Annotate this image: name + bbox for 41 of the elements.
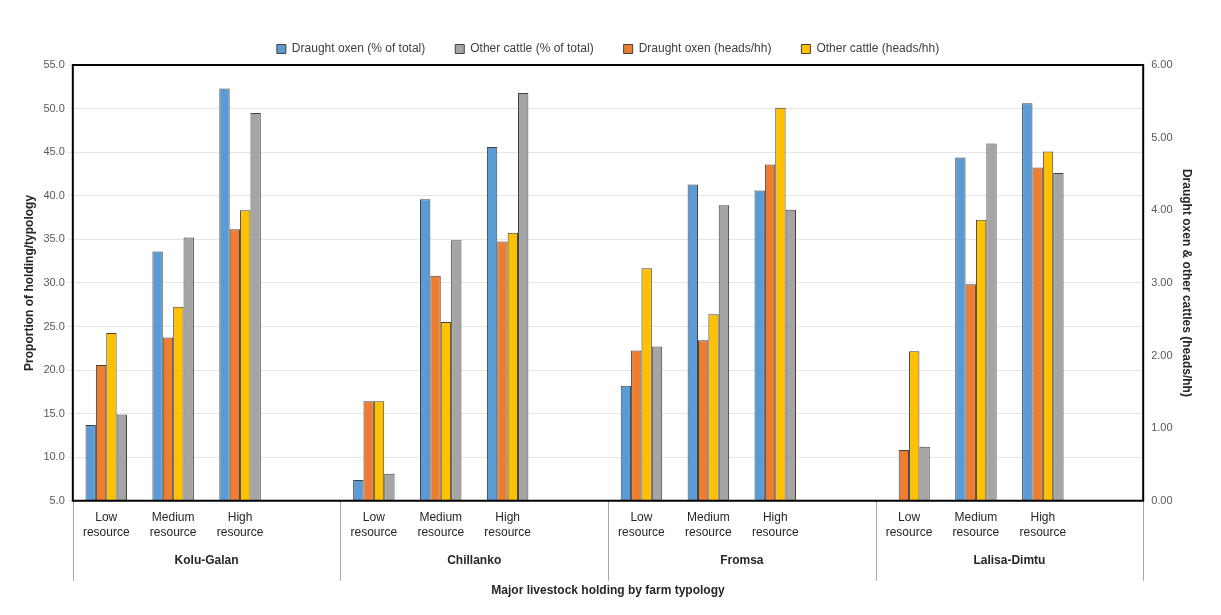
y-tick-label: 45.0: [43, 145, 65, 158]
legend-label: Other cattle (% of total): [470, 41, 594, 56]
y-axis-title: Proportion of holding/typology: [21, 194, 36, 371]
y-tick-label: 25.0: [43, 319, 65, 332]
y-tick-label: 30.0: [43, 275, 65, 288]
y2-axis-title: Draught oxen & other cattles (heads/hh): [1180, 168, 1195, 397]
legend-label: Other cattle (heads/hh): [816, 41, 940, 56]
y-tick-label: 50.0: [43, 101, 65, 114]
x-tick-label: High resource: [1019, 510, 1067, 539]
legend-label: Draught oxen (% of total): [291, 41, 426, 56]
x-tick-label: Medium resource: [685, 510, 733, 539]
x-tick-label: Medium resource: [417, 510, 465, 539]
x-tick-label: Medium resource: [149, 510, 197, 539]
y-tick-label: 15.0: [43, 406, 65, 419]
y2-tick-label: 4.00: [1151, 203, 1173, 216]
x-axis-title: Major livestock holding by farm typology: [491, 583, 726, 598]
y2-tick-label: 5.00: [1151, 130, 1173, 143]
x-tick-label: High resource: [751, 510, 799, 539]
y-tick-label: 40.0: [43, 188, 65, 201]
x-tick-label: Low resource: [82, 510, 130, 539]
y2-tick-label: 1.00: [1151, 421, 1173, 434]
x-tick-label: Low resource: [618, 510, 666, 539]
text: Kolu-Galan: [174, 553, 239, 568]
text: Lalisa-Dimtu: [973, 553, 1046, 568]
text: Chillanko: [447, 553, 502, 568]
x-tick-label: Medium resource: [952, 510, 1000, 539]
x-tick-label: High resource: [484, 510, 532, 539]
y-tick-label: 35.0: [43, 232, 65, 245]
y-tick-label: 20.0: [43, 363, 65, 376]
x-tick-label: Low resource: [885, 510, 933, 539]
y-tick-label: 5.0: [49, 493, 65, 506]
y2-tick-label: 2.00: [1151, 348, 1173, 361]
y2-tick-label: 6.00: [1151, 58, 1173, 71]
y-tick-label: 55.0: [43, 58, 65, 71]
y2-tick-label: 0.00: [1151, 493, 1173, 506]
y2-tick-label: 3.00: [1151, 275, 1173, 288]
x-tick-label: High resource: [216, 510, 264, 539]
legend-label: Draught oxen (heads/hh): [638, 41, 772, 56]
y-tick-label: 10.0: [43, 450, 65, 463]
x-tick-label: Low resource: [350, 510, 398, 539]
text: Fromsa: [720, 553, 764, 568]
